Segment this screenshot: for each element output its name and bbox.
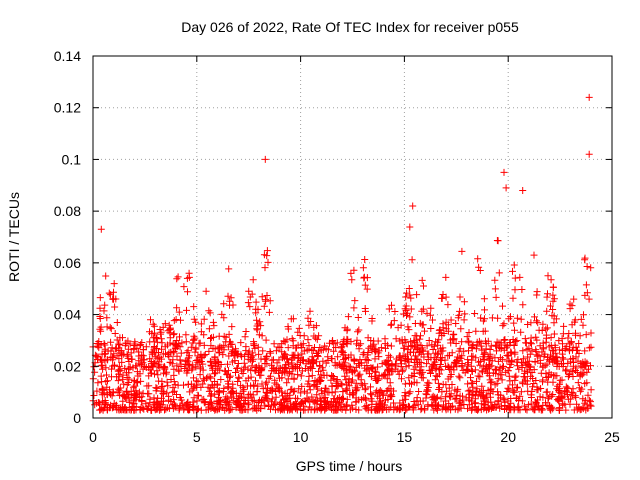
- chart-title: Day 026 of 2022, Rate Of TEC Index for r…: [181, 19, 519, 35]
- y-tick-label: 0.06: [54, 255, 81, 271]
- y-tick-label: 0.08: [54, 203, 81, 219]
- x-tick-label: 5: [193, 429, 201, 445]
- x-axis-label: GPS time / hours: [296, 458, 403, 474]
- x-tick-label: 20: [500, 429, 516, 445]
- y-tick-label: 0.02: [54, 358, 81, 374]
- y-tick-label: 0: [73, 410, 81, 426]
- y-tick-label: 0.04: [54, 307, 81, 323]
- y-axis-label: ROTI / TECUs: [6, 192, 22, 282]
- x-tick-label: 0: [89, 429, 97, 445]
- y-tick-label: 0.1: [62, 151, 82, 167]
- x-tick-label: 10: [293, 429, 309, 445]
- x-tick-label: 15: [397, 429, 413, 445]
- y-tick-label: 0.12: [54, 100, 81, 116]
- y-tick-label: 0.14: [54, 48, 81, 64]
- roti-scatter-chart: Day 026 of 2022, Rate Of TEC Index for r…: [0, 0, 640, 480]
- x-tick-label: 25: [604, 429, 620, 445]
